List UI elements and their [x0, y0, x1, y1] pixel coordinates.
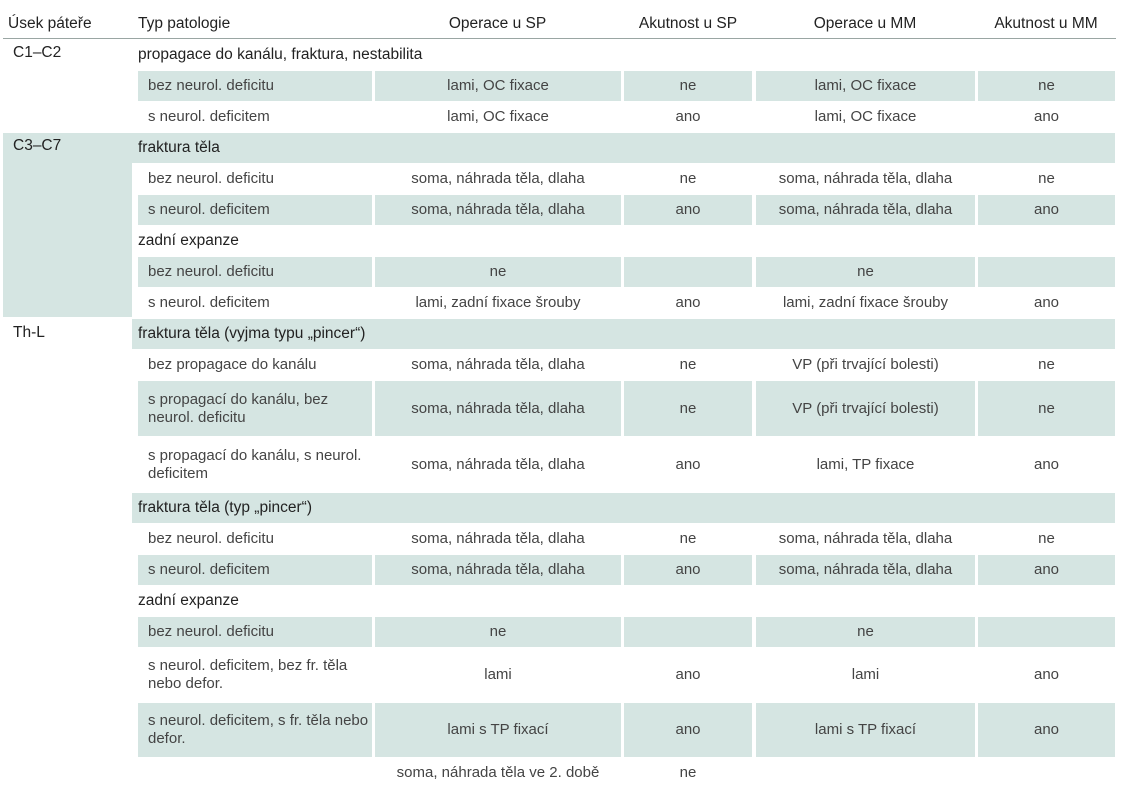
operation-mm-cell: lami, OC fixace — [814, 108, 917, 125]
pathology-cell: s propagací do kanálu, bez neurol. defic… — [138, 381, 372, 436]
operation-sp-cell: soma, náhrada těla, dlaha — [411, 530, 585, 547]
operation-sp-cell: lami, zadní fixace šrouby — [415, 294, 581, 311]
operation-mm-cell: lami — [851, 666, 880, 683]
acuteness-sp-cell: ano — [624, 555, 752, 585]
acuteness-sp-cell: ne — [679, 356, 697, 373]
operation-mm-cell: ne — [756, 617, 975, 647]
header-segment: Úsek páteře — [8, 15, 92, 32]
subheading-row: zadní expanze — [138, 592, 239, 609]
operation-sp-cell: ne — [375, 617, 621, 647]
acuteness-mm-cell — [978, 758, 1115, 788]
operation-sp-cell: lami — [484, 666, 512, 683]
header-operation-mm: Operace u MM — [813, 15, 917, 32]
pathology-cell: bez neurol. deficitu — [138, 257, 372, 287]
acuteness-sp-cell: ne — [624, 381, 752, 436]
operation-mm-cell: soma, náhrada těla, dlaha — [756, 555, 975, 585]
operation-sp-cell: soma, náhrada těla, dlaha — [411, 170, 585, 187]
operation-sp-cell: lami, OC fixace — [375, 71, 621, 101]
section-c1-c2: C1–C2 — [3, 40, 132, 130]
operation-sp-cell: soma, náhrada těla, dlaha — [411, 455, 585, 473]
pathology-cell: s neurol. deficitem, s fr. těla nebo def… — [138, 703, 372, 757]
operation-mm-cell: lami, OC fixace — [756, 71, 975, 101]
pathology-cell: bez neurol. deficitu — [148, 530, 274, 547]
pathology-cell: s neurol. deficitem, bez fr. těla nebo d… — [148, 657, 348, 692]
acuteness-sp-cell: ano — [675, 455, 701, 473]
header-operation-sp: Operace u SP — [448, 15, 547, 32]
operation-mm-cell — [756, 758, 975, 788]
operation-mm-cell: lami, TP fixace — [816, 455, 915, 473]
operation-mm-cell: soma, náhrada těla, dlaha — [778, 530, 953, 547]
acuteness-sp-cell: ano — [675, 666, 701, 683]
acuteness-mm-cell — [978, 617, 1115, 647]
pathology-cell: s neurol. deficitem — [148, 108, 270, 125]
operation-sp-cell: ne — [375, 257, 621, 287]
operation-sp-cell: soma, náhrada těla ve 2. době — [396, 764, 600, 781]
operation-sp-cell: soma, náhrada těla, dlaha — [375, 195, 621, 225]
header-acuteness-mm: Akutnost u MM — [994, 15, 1098, 32]
header-pathology: Typ patologie — [138, 15, 231, 32]
acuteness-mm-cell: ne — [978, 71, 1115, 101]
acuteness-mm-cell: ano — [1033, 666, 1060, 683]
operation-mm-cell: VP (při trvající bolesti) — [792, 356, 939, 373]
header-rule — [3, 38, 132, 39]
acuteness-sp-cell: ano — [624, 195, 752, 225]
subheading-row: fraktura těla (vyjma typu „pincer“) — [132, 319, 1115, 349]
acuteness-mm-cell: ano — [978, 195, 1115, 225]
acuteness-mm-cell: ano — [978, 555, 1115, 585]
acuteness-sp-cell — [624, 257, 752, 287]
acuteness-mm-cell: ano — [1033, 108, 1060, 125]
acuteness-mm-cell: ne — [1038, 170, 1055, 187]
pathology-cell: bez neurol. deficitu — [138, 617, 372, 647]
pathology-cell: s neurol. deficitem — [138, 195, 372, 225]
operation-sp-cell: soma, náhrada těla, dlaha — [375, 555, 621, 585]
acuteness-mm-cell — [978, 257, 1115, 287]
acuteness-sp-cell: ne — [679, 530, 697, 547]
subheading-row: fraktura těla — [132, 133, 1115, 163]
acuteness-mm-cell: ne — [1038, 530, 1055, 547]
acuteness-sp-cell: ne — [679, 170, 697, 187]
acuteness-sp-cell: ano — [675, 294, 701, 311]
section-label: Th-L — [13, 324, 45, 341]
acuteness-mm-cell: ano — [1033, 455, 1060, 473]
subheading-row: fraktura těla (typ „pincer“) — [132, 493, 1115, 523]
operation-mm-cell: lami s TP fixací — [756, 703, 975, 757]
acuteness-sp-cell: ano — [675, 108, 701, 125]
operation-mm-cell: soma, náhrada těla, dlaha — [756, 195, 975, 225]
operation-mm-cell: VP (při trvající bolesti) — [756, 381, 975, 436]
subheading-row: zadní expanze — [138, 232, 239, 249]
section-th-l: Th-L — [3, 320, 132, 790]
section-label: C3–C7 — [13, 137, 62, 154]
pathology-cell: s neurol. deficitem — [148, 294, 270, 311]
pathology-cell: bez neurol. deficitu — [148, 170, 274, 187]
operation-sp-cell: soma, náhrada těla, dlaha — [411, 356, 585, 373]
acuteness-sp-cell: ano — [624, 703, 752, 757]
operation-sp-cell: lami s TP fixací — [375, 703, 621, 757]
operation-mm-cell: ne — [756, 257, 975, 287]
acuteness-mm-cell: ano — [1033, 294, 1060, 311]
pathology-cell — [138, 758, 372, 788]
section-label: C1–C2 — [13, 44, 62, 61]
acuteness-mm-cell: ne — [1038, 356, 1055, 373]
acuteness-mm-cell: ano — [978, 703, 1115, 757]
pathology-cell: s propagací do kanálu, s neurol. deficit… — [148, 446, 362, 482]
subheading-row: propagace do kanálu, fraktura, nestabili… — [138, 46, 423, 63]
acuteness-sp-cell — [624, 617, 752, 647]
acuteness-sp-cell: ne — [624, 71, 752, 101]
operation-mm-cell: lami, zadní fixace šrouby — [782, 294, 949, 311]
section-c3-c7: C3–C7 — [3, 133, 132, 317]
acuteness-mm-cell: ne — [978, 381, 1115, 436]
operation-sp-cell: lami, OC fixace — [447, 108, 549, 125]
operation-mm-cell: soma, náhrada těla, dlaha — [778, 170, 953, 187]
acuteness-sp-cell: ne — [679, 764, 697, 781]
header-acuteness-sp: Akutnost u SP — [638, 15, 738, 32]
header-rule — [132, 38, 1116, 39]
operation-sp-cell: soma, náhrada těla, dlaha — [375, 381, 621, 436]
pathology-cell: bez propagace do kanálu — [148, 356, 317, 373]
pathology-cell: bez neurol. deficitu — [138, 71, 372, 101]
pathology-cell: s neurol. deficitem — [138, 555, 372, 585]
